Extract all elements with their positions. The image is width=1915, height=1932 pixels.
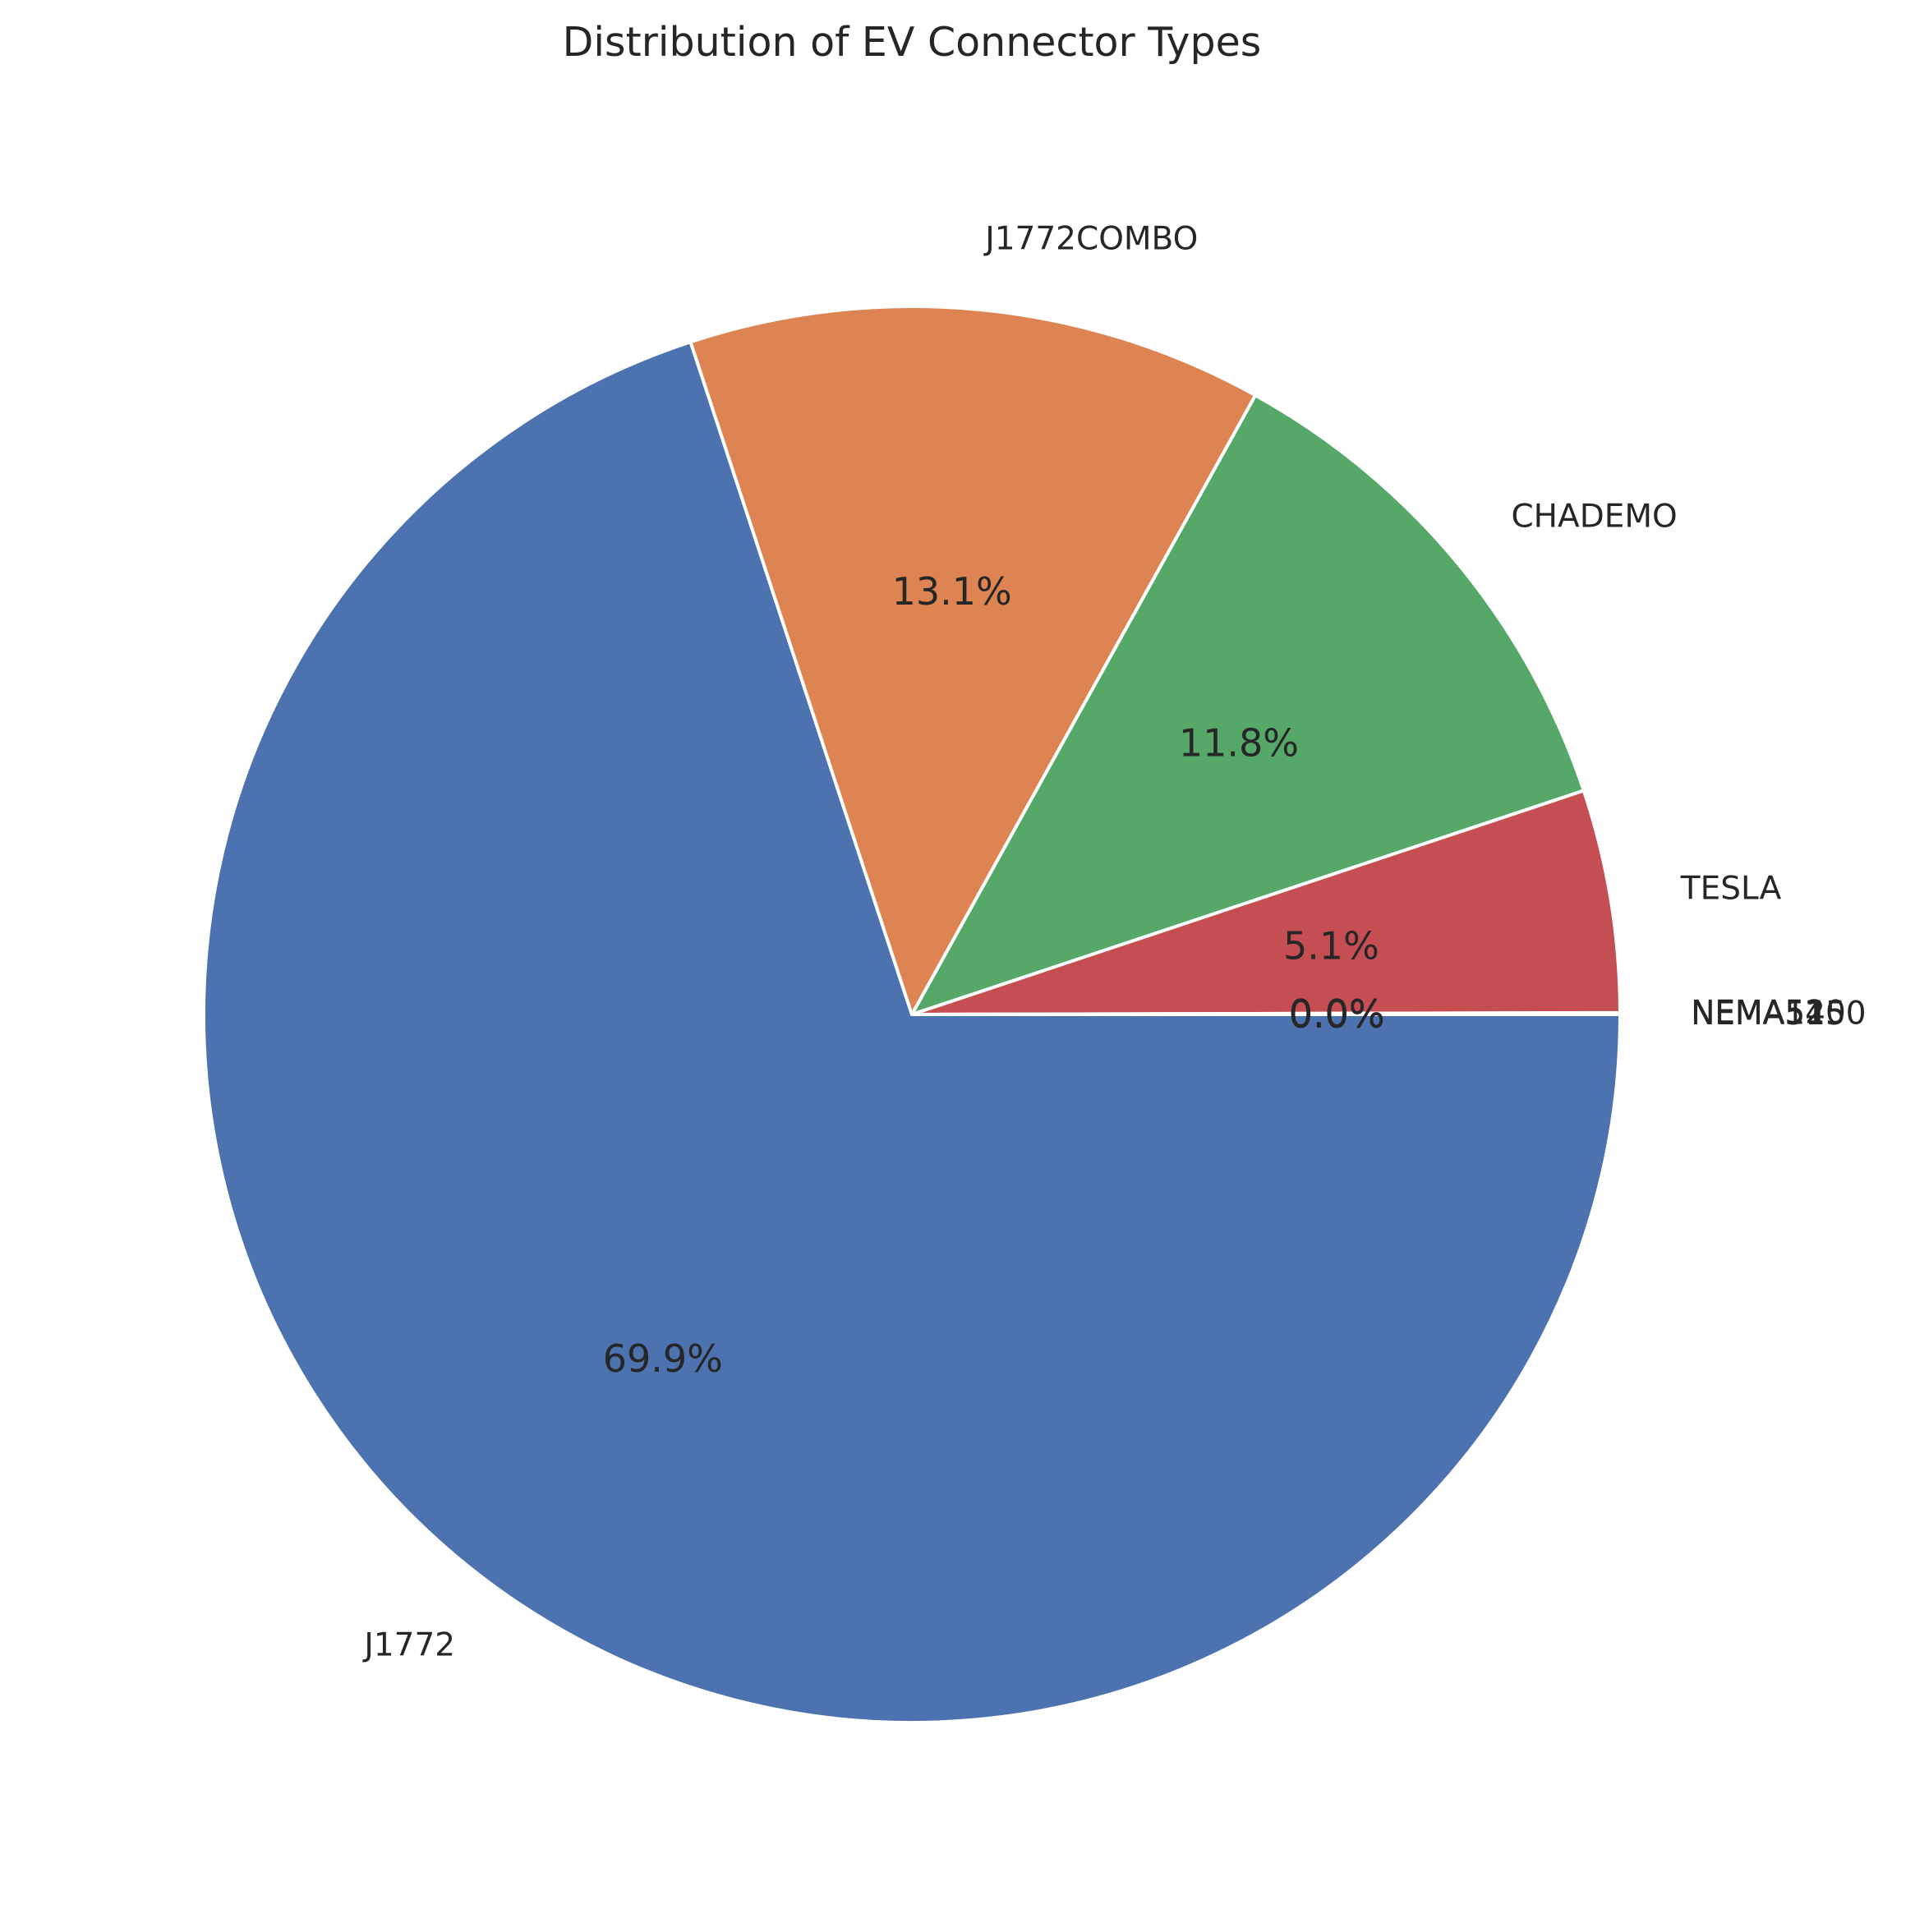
- slice-label-tesla: TESLA: [1680, 870, 1782, 907]
- slice-label-nema515: NEMA515: [1691, 996, 1846, 1033]
- slice-label-nema520: NEMA520: [1691, 995, 1846, 1032]
- pie-labels: J1772 69.9% J1772COMBO 13.1% CHADEMO 11.8% TES…: [361, 221, 1866, 1664]
- percent-label-nema1450: 0.0%: [1289, 992, 1385, 1037]
- pie-slices: [202, 305, 1623, 1724]
- slice-label-chademo: CHADEMO: [1511, 499, 1677, 536]
- slice-label-nema1450: NEMA1450: [1691, 996, 1866, 1033]
- slice-label-j1772: J1772: [361, 1627, 455, 1664]
- percent-label-tesla: 5.1%: [1283, 924, 1379, 968]
- percent-label-j1772combo: 13.1%: [892, 569, 1012, 614]
- percent-label-chademo: 11.8%: [1179, 721, 1299, 766]
- pie-slice-j1772combo: [688, 305, 1258, 1016]
- percent-label-j1772: 69.9%: [603, 1336, 723, 1381]
- pie-slice-chademo: [910, 393, 1586, 1016]
- percent-label-nema515: 0.0%: [1289, 992, 1385, 1037]
- pie-slice-tesla: [910, 789, 1622, 1016]
- pie-slice-j1772: [202, 340, 1622, 1724]
- percent-label-nema520: 0.0%: [1289, 991, 1385, 1036]
- chart-title: Distribution of EV Connector Types: [563, 19, 1262, 66]
- slice-label-j1772combo: J1772COMBO: [983, 221, 1198, 258]
